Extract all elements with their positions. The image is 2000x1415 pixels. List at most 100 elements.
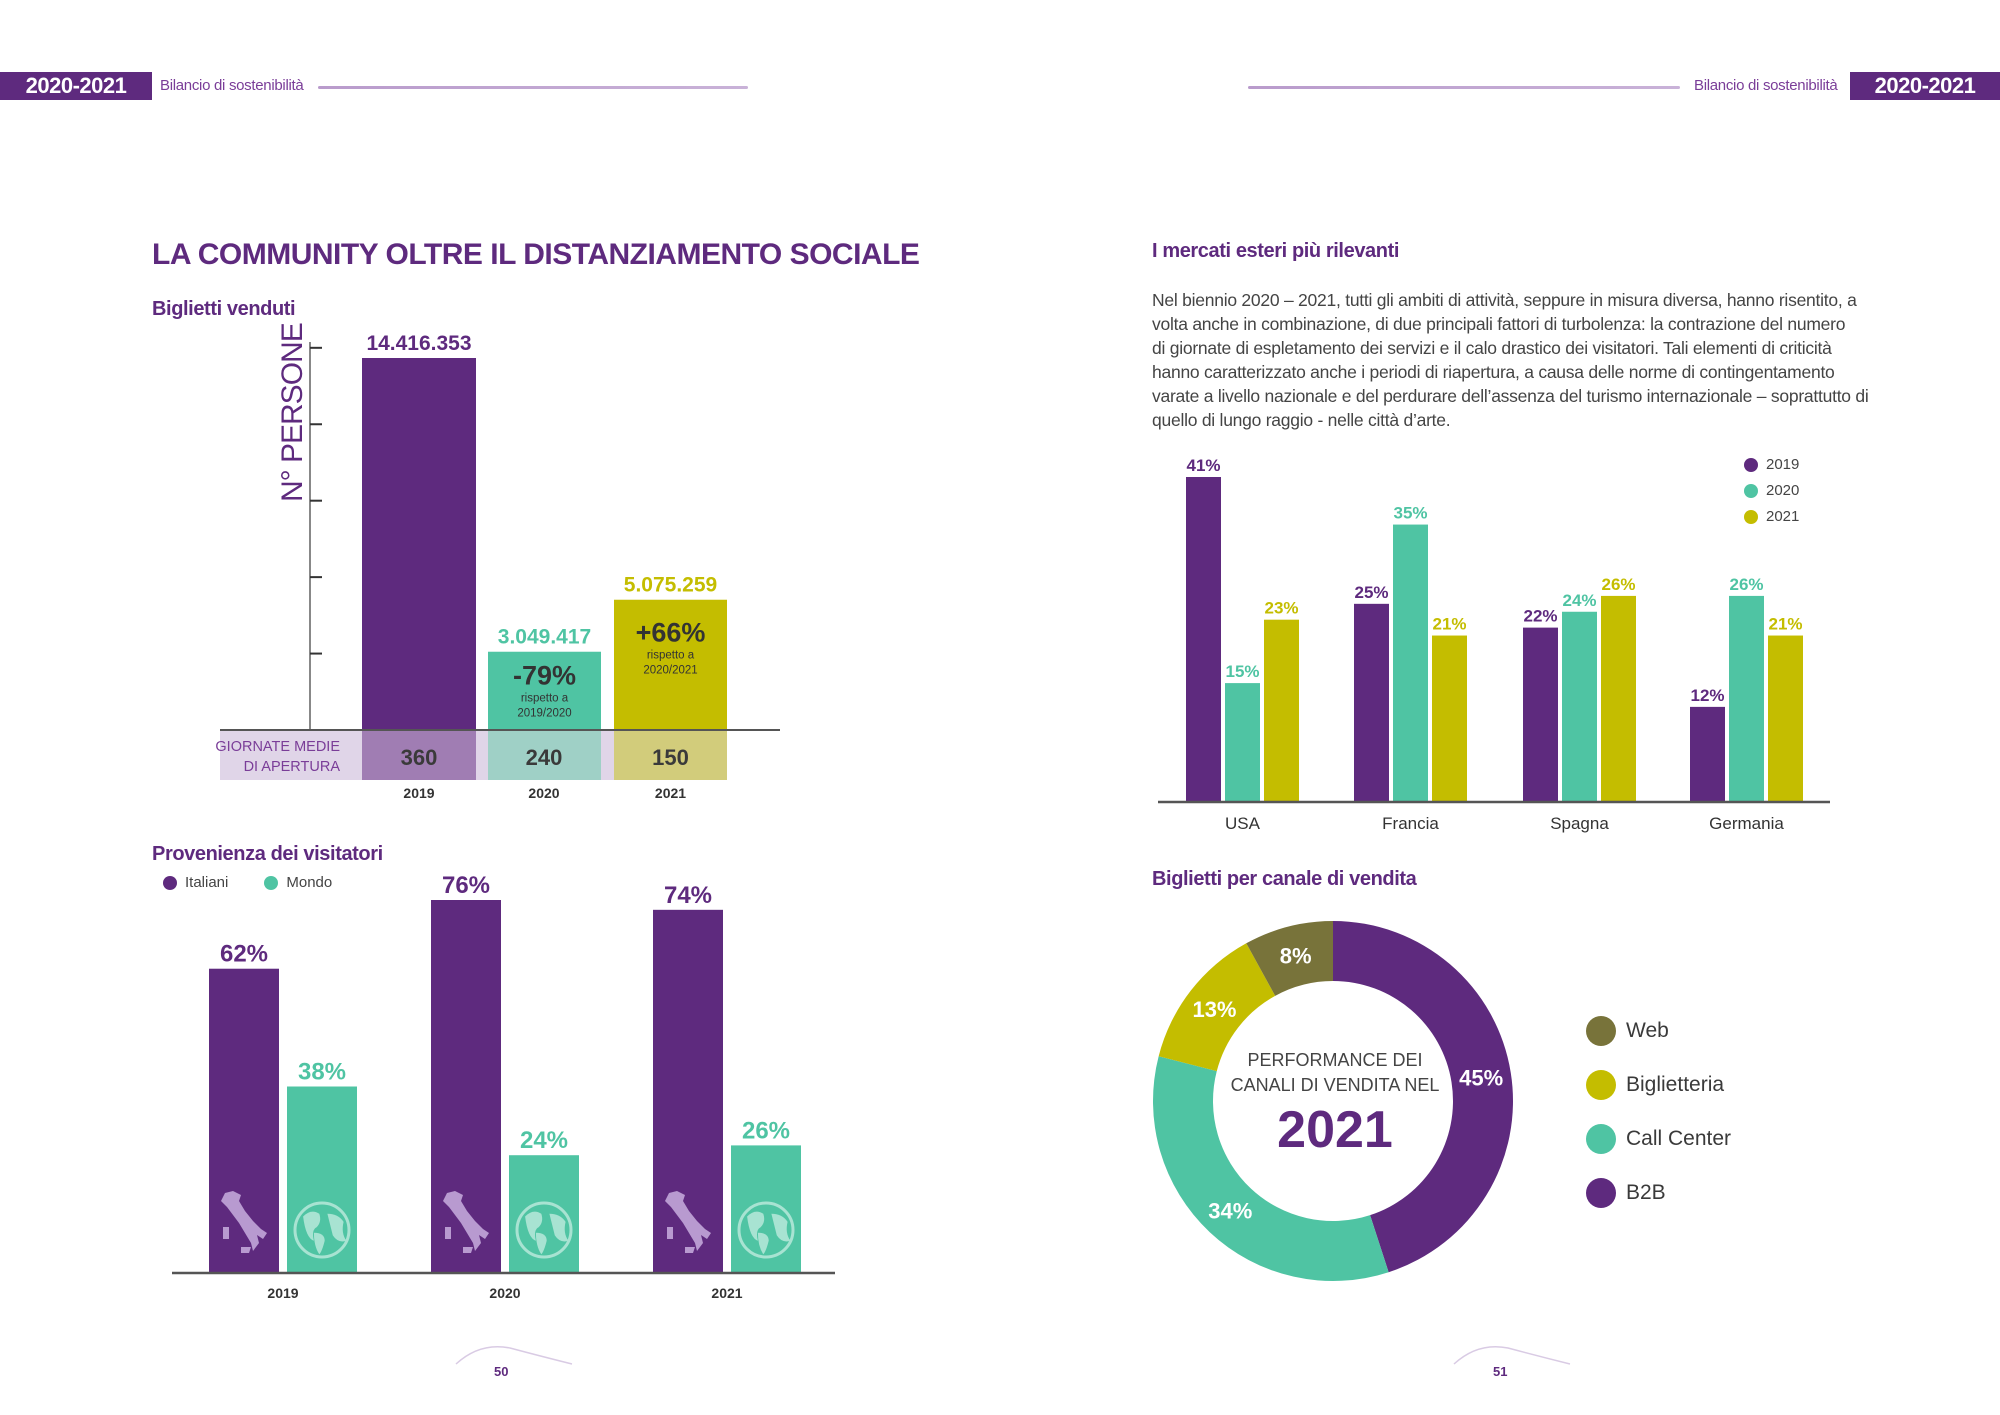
visitors-bar-mondo-2020 xyxy=(509,1155,579,1273)
markets-bar-spagna-2020 xyxy=(1562,611,1597,802)
donut-slice-label: 13% xyxy=(1192,997,1236,1022)
sales-channels-donut: 45% 34% 13% 8% PERFORMANCE DEI CANALI DI VE… xyxy=(1153,921,1513,1281)
legend-dot-2020 xyxy=(1744,484,1758,498)
globe-icon xyxy=(737,1201,795,1259)
italy-map-icon xyxy=(665,1191,711,1253)
legend-label: Biglietteria xyxy=(1626,1073,1725,1096)
markets-legend: 2019 2020 2021 xyxy=(1744,452,1799,530)
tickets-y-axis-label: N° PERSONE xyxy=(276,323,309,502)
page-number-left: 50 xyxy=(494,1364,509,1379)
visitors-x-label: 2019 xyxy=(267,1285,298,1301)
visitors-x-label: 2020 xyxy=(489,1285,520,1301)
legend-dot-italiani xyxy=(163,875,177,890)
visitors-x-label: 2021 xyxy=(711,1285,742,1301)
donut-slice-label: 45% xyxy=(1459,1066,1503,1091)
visitors-value-label: 38% xyxy=(298,1059,346,1086)
tickets-value-label: 14.416.353 xyxy=(366,332,471,355)
markets-bar-francia-2019 xyxy=(1354,603,1389,802)
markets-value-label: 35% xyxy=(1393,504,1427,523)
donut-slice-label: 8% xyxy=(1280,944,1312,969)
tickets-change-note: 2020/2021 xyxy=(643,665,697,677)
tickets-bar-2021 xyxy=(614,599,727,730)
markets-x-label: Spagna xyxy=(1550,814,1609,833)
tickets-bar-2020 xyxy=(488,651,601,730)
opening-days-value: 360 xyxy=(401,745,438,770)
visitors-section-title: Provenienza dei visitatori xyxy=(152,843,383,865)
markets-bar-germania-2020 xyxy=(1729,595,1764,802)
channels-section-title: Biglietti per canale di vendita xyxy=(1152,868,1417,890)
markets-paragraph: Nel biennio 2020 – 2021, tutti gli ambit… xyxy=(1152,288,1872,432)
markets-value-label: 21% xyxy=(1432,615,1466,634)
globe-icon xyxy=(293,1201,351,1259)
markets-value-label: 24% xyxy=(1562,591,1596,610)
legend-item-call-center: Call Center xyxy=(1586,1112,1731,1166)
markets-value-label: 15% xyxy=(1225,662,1259,681)
globe-icon xyxy=(515,1201,573,1259)
legend-item-2019: 2019 xyxy=(1744,452,1799,478)
legend-item-web: Web xyxy=(1586,1004,1731,1058)
markets-bar-spagna-2019 xyxy=(1523,627,1558,802)
markets-value-label: 26% xyxy=(1729,575,1763,594)
legend-label: Web xyxy=(1626,1019,1669,1042)
legend-item-italiani: Italiani xyxy=(163,874,228,891)
tickets-x-label: 2020 xyxy=(528,785,559,801)
page-number-swoosh-right xyxy=(1453,1346,1571,1365)
page-number-swoosh-left xyxy=(455,1346,573,1365)
legend-item-mondo: Mondo xyxy=(264,874,332,891)
tickets-change-note: rispetto a xyxy=(521,693,569,705)
markets-value-label: 12% xyxy=(1690,686,1724,705)
tickets-change-pct: -79% xyxy=(513,661,576,691)
header-divider-left xyxy=(318,86,748,89)
markets-bar-usa-2019 xyxy=(1186,477,1221,802)
legend-label: 2020 xyxy=(1766,482,1800,499)
markets-x-label: USA xyxy=(1225,814,1261,833)
paragraph-line: varate a livello nazionale e del perdura… xyxy=(1152,386,1869,406)
opening-days-value: 150 xyxy=(652,745,689,770)
year-badge-left: 2020-2021 xyxy=(0,72,152,100)
legend-item-biglietteria: Biglietteria xyxy=(1586,1058,1731,1112)
legend-dot-2021 xyxy=(1744,510,1758,524)
opening-days-cell xyxy=(362,730,476,780)
header-divider-right xyxy=(1248,86,1680,89)
donut-slice-biglietteria xyxy=(1158,943,1276,1072)
opening-days-label-line1: GIORNATE MEDIE xyxy=(215,739,340,755)
opening-days-cell xyxy=(614,730,727,780)
visitors-origin-chart: 62% 38% 2019 76% 24% 2020 74% 26% 2021 xyxy=(172,872,835,1301)
markets-section-title: I mercati esteri più rilevanti xyxy=(1152,240,1399,262)
opening-days-value: 240 xyxy=(526,745,563,770)
legend-label: Call Center xyxy=(1626,1127,1732,1150)
legend-label: Mondo xyxy=(286,874,333,891)
legend-item-2020: 2020 xyxy=(1744,478,1799,504)
foreign-markets-chart: 41% 15% 23% USA 25% 35% 21% Francia 22% 24% 26% Spa… xyxy=(1158,456,1830,833)
legend-label: Italiani xyxy=(185,874,229,891)
visitors-bar-mondo-2021 xyxy=(731,1145,801,1273)
report-title-right: Bilancio di sostenibilità xyxy=(1694,77,1838,94)
markets-value-label: 21% xyxy=(1768,615,1802,634)
legend-dot-mondo xyxy=(264,875,279,890)
donut-center-year: 2021 xyxy=(1277,1101,1393,1159)
donut-slice-web xyxy=(1246,921,1333,996)
tickets-chart: N° PERSONE GIORNATE MEDIE DI APERTURA 14… xyxy=(215,323,780,801)
legend-label: 2021 xyxy=(1766,508,1800,525)
markets-value-label: 22% xyxy=(1523,607,1557,626)
tickets-x-label: 2019 xyxy=(403,785,434,801)
tickets-change-note: 2019/2020 xyxy=(517,708,571,720)
report-title-left: Bilancio di sostenibilità xyxy=(160,77,304,94)
visitors-value-label: 26% xyxy=(742,1117,790,1144)
paragraph-line: Nel biennio 2020 – 2021, tutti gli ambit… xyxy=(1152,290,1857,310)
legend-label: 2019 xyxy=(1766,456,1800,473)
year-badge-right: 2020-2021 xyxy=(1850,72,2000,100)
legend-dot xyxy=(1586,1070,1616,1100)
page-number-right: 51 xyxy=(1493,1364,1508,1379)
visitors-legend: Italiani Mondo xyxy=(163,874,332,891)
tickets-section-title: Biglietti venduti xyxy=(152,298,296,320)
markets-value-label: 23% xyxy=(1264,599,1298,618)
markets-x-label: Francia xyxy=(1382,814,1439,833)
channels-legend: Web Biglietteria Call Center B2B xyxy=(1586,1004,1731,1220)
markets-bar-spagna-2021 xyxy=(1601,595,1636,802)
markets-x-label: Germania xyxy=(1709,814,1784,833)
donut-slice-b2b xyxy=(1333,921,1513,1273)
donut-center-line2: CANALI DI VENDITA NEL xyxy=(1231,1075,1440,1095)
tickets-change-note: rispetto a xyxy=(647,650,695,662)
